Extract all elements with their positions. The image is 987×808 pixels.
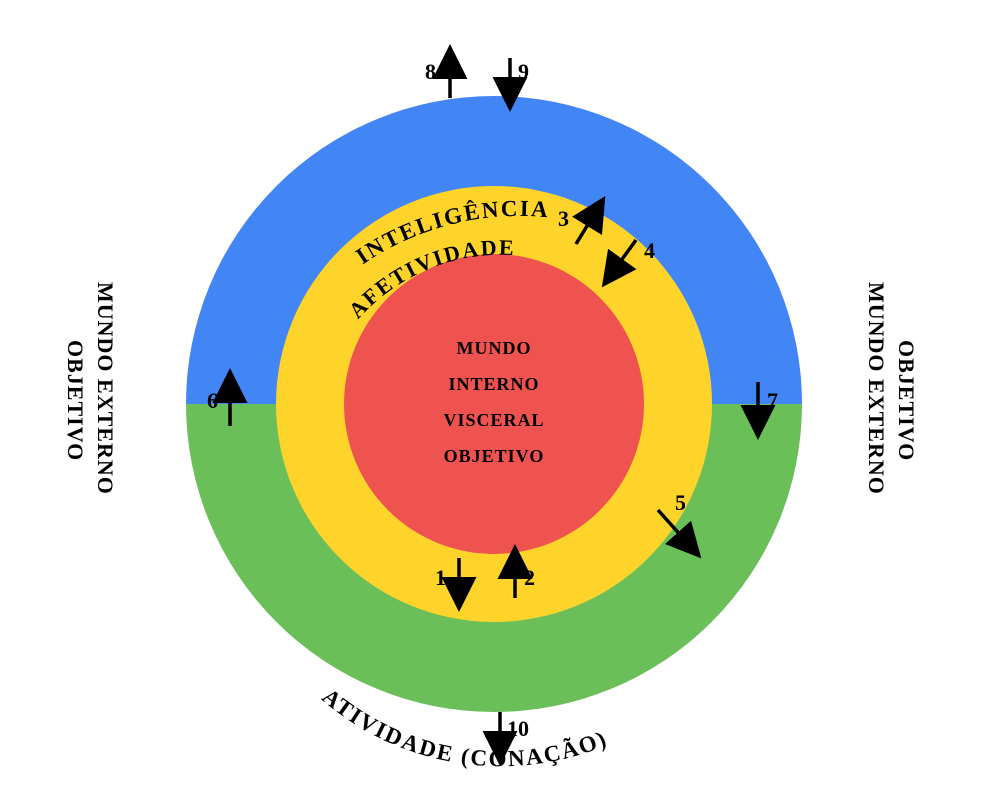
side-label-right-2: OBJETIVO bbox=[893, 340, 919, 461]
num-2: 2 bbox=[524, 565, 535, 591]
side-label-left-2: OBJETIVO bbox=[62, 340, 88, 461]
side-label-right-1: MUNDO EXTERNO bbox=[863, 282, 889, 495]
num-5: 5 bbox=[675, 490, 686, 516]
side-label-left-1: MUNDO EXTERNO bbox=[92, 282, 118, 495]
center-line-3: VISCERAL bbox=[394, 402, 594, 438]
num-10: 10 bbox=[507, 716, 529, 742]
num-8: 8 bbox=[425, 59, 436, 85]
center-label: MUNDO INTERNO VISCERAL OBJETIVO bbox=[394, 330, 594, 474]
num-6: 6 bbox=[207, 388, 218, 414]
center-line-1: MUNDO bbox=[394, 330, 594, 366]
center-line-4: OBJETIVO bbox=[394, 438, 594, 474]
num-9: 9 bbox=[518, 59, 529, 85]
num-7: 7 bbox=[767, 388, 778, 414]
num-4: 4 bbox=[644, 238, 655, 264]
num-1: 1 bbox=[435, 565, 446, 591]
center-line-2: INTERNO bbox=[394, 366, 594, 402]
num-3: 3 bbox=[558, 206, 569, 232]
diagram-root: { "canvas": { "width": 987, "height": 80… bbox=[0, 0, 987, 808]
